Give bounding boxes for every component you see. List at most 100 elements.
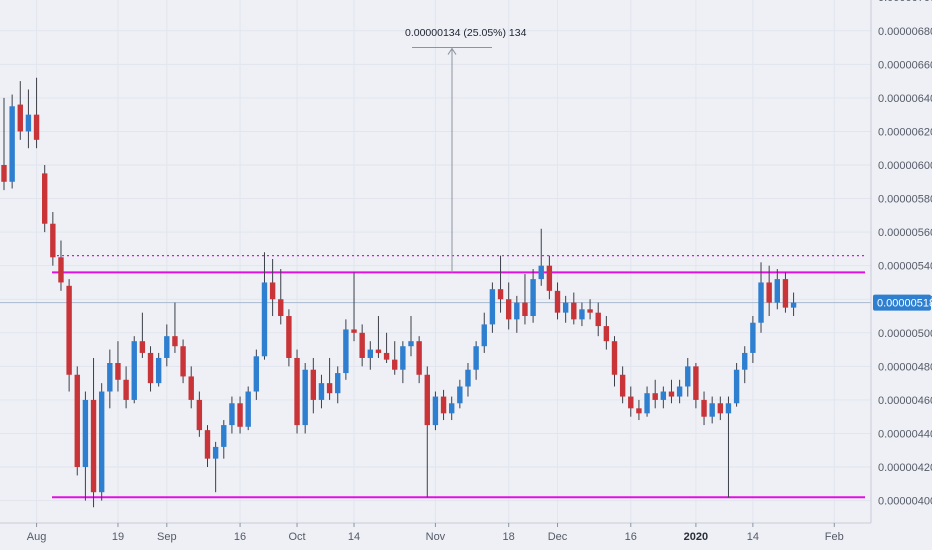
candle-up[interactable]	[530, 269, 536, 323]
candle-down[interactable]	[139, 312, 146, 358]
candle-down[interactable]	[416, 336, 422, 384]
candle-up[interactable]	[538, 228, 544, 286]
time-axis[interactable]: Aug 19 Sep 16 Oct 14 Nov 18 Dec 16 2020 14 Feb	[27, 523, 844, 543]
candle-down[interactable]	[180, 339, 186, 384]
candle-up[interactable]	[481, 312, 487, 353]
candle-down[interactable]	[196, 391, 203, 437]
candle-down[interactable]	[668, 379, 675, 404]
candle-down[interactable]	[42, 165, 48, 233]
candle-down[interactable]	[497, 255, 504, 313]
candle-down[interactable]	[123, 366, 129, 409]
candle-up[interactable]	[155, 352, 162, 387]
candle-up[interactable]	[221, 420, 227, 459]
candle-down[interactable]	[326, 357, 333, 400]
candle-up[interactable]	[343, 319, 349, 380]
candle-down[interactable]	[522, 274, 528, 325]
candle-down[interactable]	[90, 357, 97, 508]
candle-down[interactable]	[782, 272, 789, 313]
candle-up[interactable]	[465, 363, 471, 397]
candle-down[interactable]	[652, 379, 658, 409]
candle-down[interactable]	[595, 302, 601, 337]
candle-down[interactable]	[424, 366, 430, 498]
candle-up[interactable]	[758, 262, 764, 333]
candle-down[interactable]	[204, 425, 211, 468]
candle-down[interactable]	[440, 389, 447, 421]
candle-down[interactable]	[619, 366, 626, 404]
candle-up[interactable]	[733, 363, 740, 407]
candle-up[interactable]	[400, 341, 406, 384]
candle-down[interactable]	[17, 81, 23, 140]
candle-down[interactable]	[587, 299, 593, 320]
candle-up[interactable]	[212, 441, 219, 493]
candle-down[interactable]	[269, 258, 276, 317]
candle-down[interactable]	[294, 349, 300, 434]
candle-up[interactable]	[709, 396, 715, 424]
candle-up[interactable]	[261, 252, 268, 360]
candle-down[interactable]	[603, 316, 610, 350]
candle-down[interactable]	[188, 366, 194, 409]
candle-up[interactable]	[750, 316, 756, 364]
candle-down[interactable]	[505, 282, 512, 330]
candle-down[interactable]	[383, 332, 390, 364]
candle-up[interactable]	[579, 302, 585, 327]
candle-down[interactable]	[147, 346, 154, 392]
candle-down[interactable]	[351, 272, 357, 342]
candle-up[interactable]	[82, 391, 89, 501]
candle-up[interactable]	[107, 349, 113, 409]
candle-up[interactable]	[644, 386, 650, 417]
candle-up[interactable]	[449, 396, 455, 421]
candle-up[interactable]	[335, 366, 341, 404]
candle-up[interactable]	[774, 269, 780, 310]
candle-down[interactable]	[33, 77, 40, 149]
candle-up[interactable]	[318, 374, 325, 409]
candle-down[interactable]	[717, 396, 724, 421]
candle-up[interactable]	[676, 379, 683, 404]
candle-up[interactable]	[253, 349, 260, 400]
candle-up[interactable]	[367, 341, 373, 370]
candle-up[interactable]	[164, 324, 170, 367]
candles[interactable]	[1, 77, 797, 508]
candle-up[interactable]	[98, 383, 105, 501]
candle-up[interactable]	[432, 391, 439, 431]
candle-up[interactable]	[725, 396, 732, 498]
candle-down[interactable]	[546, 255, 553, 300]
candle-up[interactable]	[742, 346, 748, 384]
candle-down[interactable]	[74, 366, 80, 476]
candle-up[interactable]	[408, 316, 414, 357]
candle-down[interactable]	[50, 211, 56, 266]
candle-down[interactable]	[359, 324, 365, 367]
candle-down[interactable]	[628, 386, 634, 417]
candle-up[interactable]	[229, 396, 235, 434]
candle-up[interactable]	[9, 94, 15, 189]
candle-down[interactable]	[1, 97, 7, 191]
candle-down[interactable]	[554, 282, 561, 320]
candle-down[interactable]	[278, 269, 284, 325]
candle-up[interactable]	[660, 386, 667, 409]
candle-up[interactable]	[25, 89, 32, 149]
candle-up[interactable]	[514, 295, 520, 333]
candle-up[interactable]	[473, 341, 479, 380]
candle-down[interactable]	[693, 363, 699, 409]
candle-down[interactable]	[115, 341, 121, 392]
candle-down[interactable]	[375, 316, 382, 358]
candle-up[interactable]	[489, 282, 496, 333]
candle-up[interactable]	[302, 363, 308, 434]
candle-down[interactable]	[392, 341, 398, 375]
candle-down[interactable]	[66, 279, 72, 392]
candle-down[interactable]	[636, 399, 642, 421]
candle-up[interactable]	[685, 357, 691, 397]
candle-down[interactable]	[571, 292, 577, 325]
candle-down[interactable]	[237, 396, 243, 434]
candle-down[interactable]	[286, 309, 292, 367]
candle-down[interactable]	[172, 302, 178, 353]
candle-up[interactable]	[457, 379, 463, 409]
candle-down[interactable]	[766, 265, 772, 317]
candle-down[interactable]	[310, 357, 317, 414]
candle-up[interactable]	[562, 295, 569, 323]
candle-down[interactable]	[611, 336, 618, 387]
candle-down[interactable]	[701, 391, 707, 426]
candle-up[interactable]	[131, 336, 137, 404]
candle-down[interactable]	[58, 240, 64, 291]
candle-up[interactable]	[245, 386, 251, 431]
candle-up[interactable]	[790, 292, 797, 317]
